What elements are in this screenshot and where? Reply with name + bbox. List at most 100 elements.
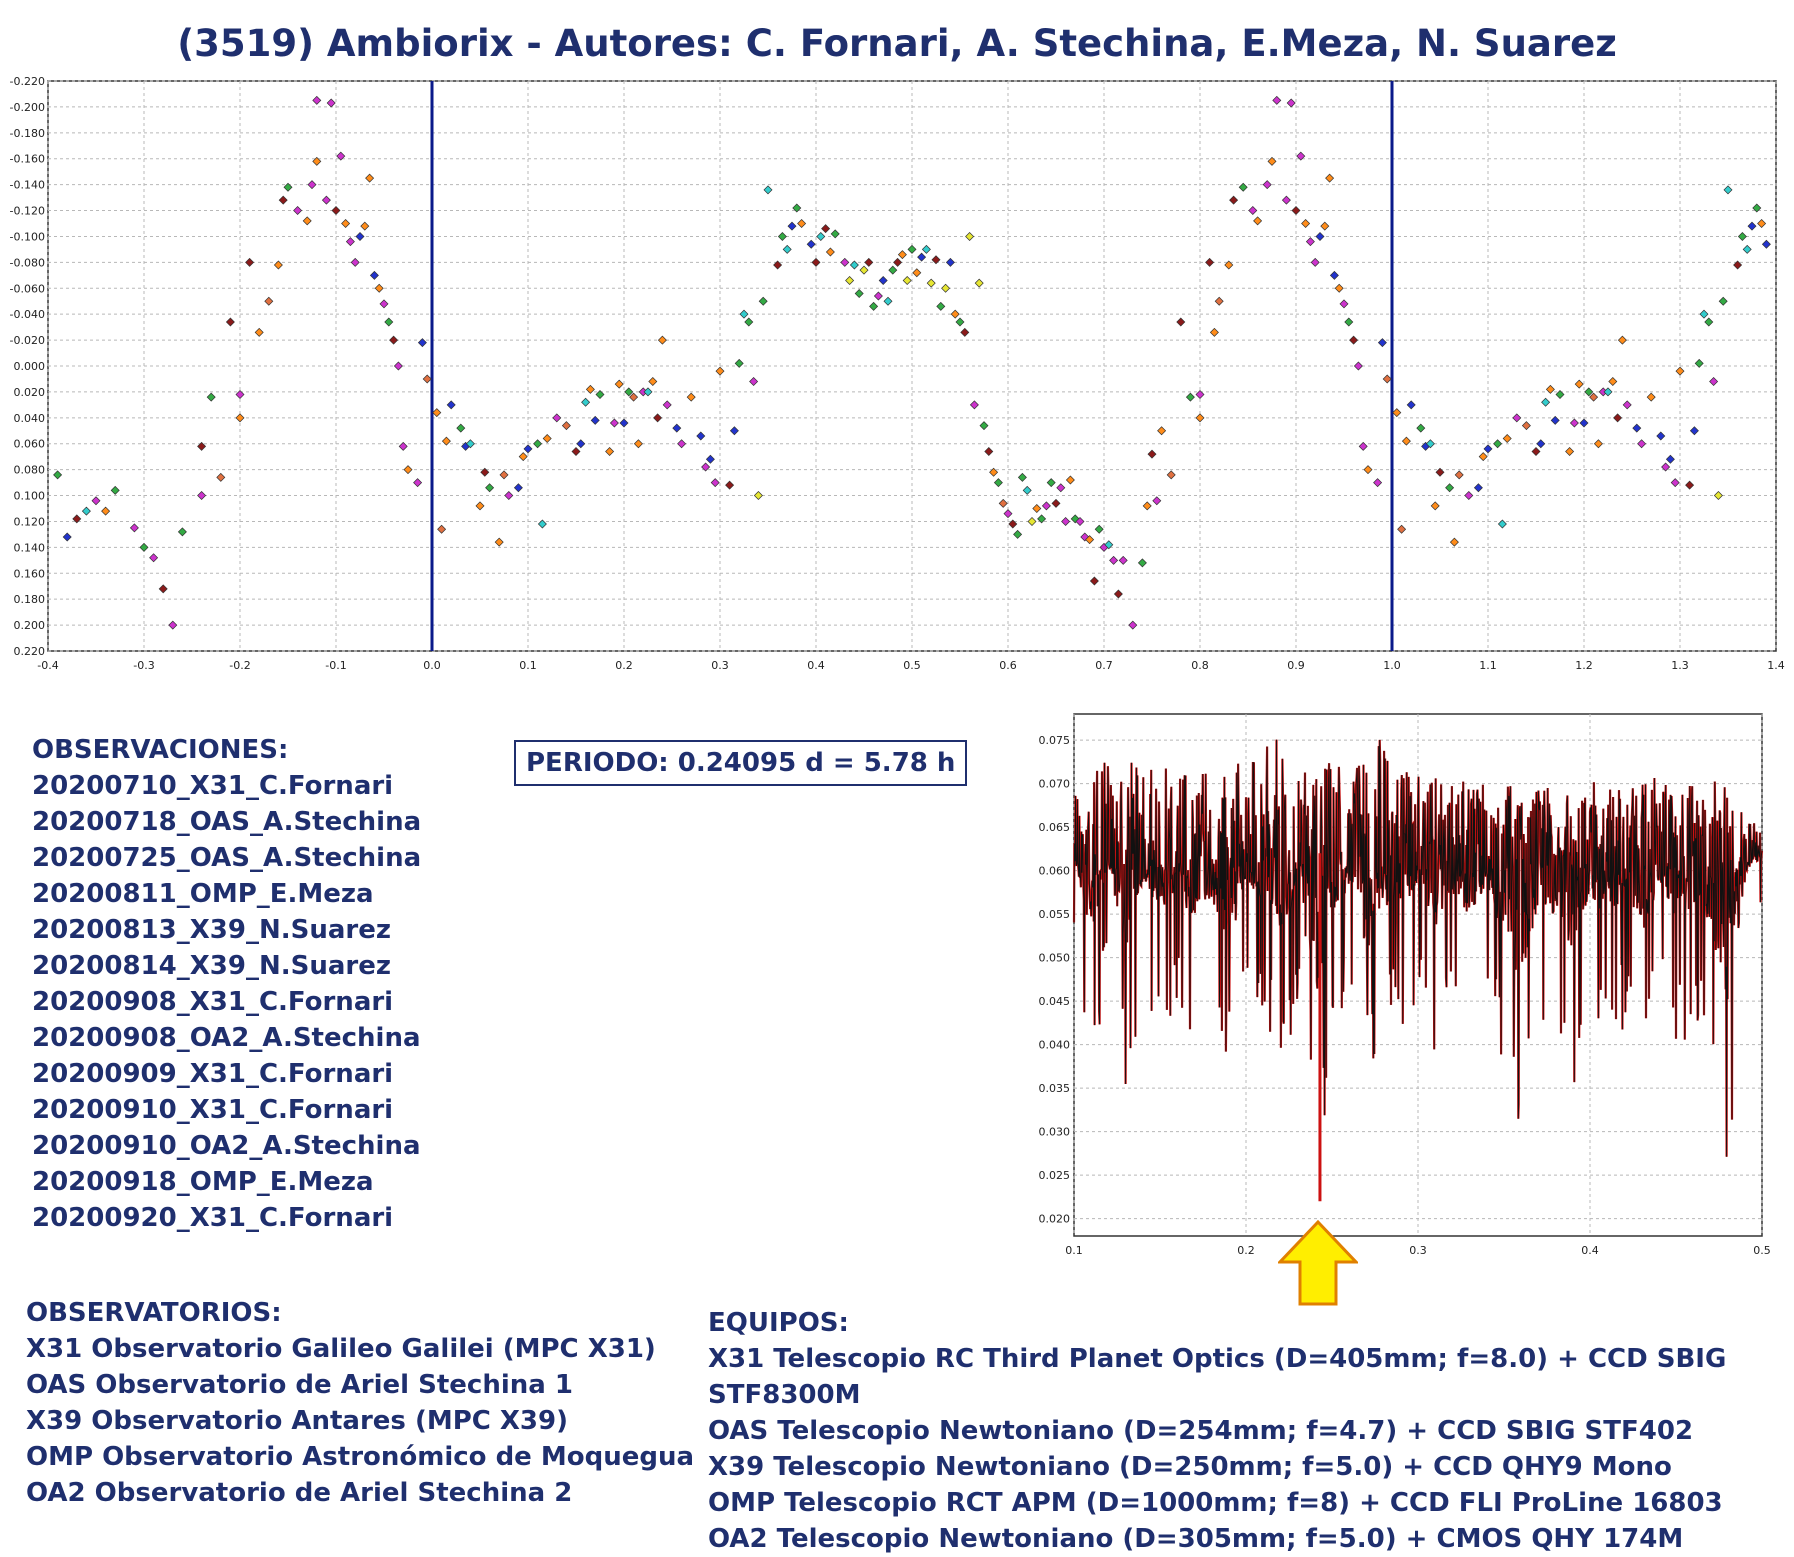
data-point bbox=[326, 98, 336, 108]
data-point bbox=[1022, 485, 1032, 495]
y-tick-label: -0.020 bbox=[10, 334, 45, 347]
equipment-list: EQUIPOS: X31 Telescopio RC Third Planet … bbox=[708, 1305, 1794, 1557]
x-tick-label: 0.1 bbox=[519, 659, 537, 672]
data-point bbox=[465, 439, 475, 449]
data-point bbox=[422, 374, 432, 384]
x-tick-label: 0.6 bbox=[999, 659, 1017, 672]
data-point bbox=[624, 387, 634, 397]
data-point bbox=[864, 257, 874, 267]
data-point bbox=[1545, 384, 1555, 394]
x-tick-label: 0.2 bbox=[1237, 1244, 1255, 1257]
y-tick-label: -0.080 bbox=[10, 256, 45, 269]
data-point bbox=[350, 257, 360, 267]
data-point bbox=[1478, 452, 1488, 462]
data-point bbox=[158, 584, 168, 594]
minimum-arrow-icon bbox=[1278, 1220, 1358, 1306]
data-point bbox=[1195, 390, 1205, 399]
data-point bbox=[432, 408, 442, 418]
observation-item: 20200908_X31_C.Fornari bbox=[32, 987, 394, 1017]
data-point bbox=[1613, 413, 1623, 423]
data-point bbox=[1555, 390, 1565, 399]
x-tick-label: 1.2 bbox=[1575, 659, 1593, 672]
data-point bbox=[950, 309, 960, 319]
data-point bbox=[701, 462, 711, 472]
data-point bbox=[1685, 480, 1695, 490]
observatory-item: OA2 Observatorio de Ariel Stechina 2 bbox=[26, 1478, 573, 1508]
data-point bbox=[1401, 436, 1411, 446]
observatory-item: X31 Observatorio Galileo Galilei (MPC X3… bbox=[26, 1334, 656, 1364]
data-point bbox=[1329, 270, 1339, 280]
data-point bbox=[811, 257, 821, 267]
data-point bbox=[936, 301, 946, 311]
x-tick-label: 0.5 bbox=[1753, 1244, 1770, 1257]
observations-heading: OBSERVACIONES: bbox=[32, 735, 289, 765]
y-tick-label: 0.050 bbox=[1039, 952, 1071, 965]
data-point bbox=[960, 327, 970, 337]
data-point bbox=[537, 519, 547, 529]
data-point bbox=[969, 400, 979, 410]
data-point bbox=[1320, 221, 1330, 231]
data-point bbox=[1147, 449, 1157, 459]
data-point bbox=[1382, 374, 1392, 384]
observation-item: 20200710_X31_C.Fornari bbox=[32, 771, 394, 801]
observation-item: 20200918_OMP_E.Meza bbox=[32, 1167, 374, 1197]
observation-item: 20200910_OA2_A.Stechina bbox=[32, 1131, 421, 1161]
data-point bbox=[758, 296, 768, 306]
data-point bbox=[653, 413, 663, 423]
data-point bbox=[398, 441, 408, 451]
y-tick-label: 0.065 bbox=[1039, 821, 1071, 834]
data-point bbox=[379, 299, 389, 309]
data-point bbox=[1473, 483, 1483, 493]
x-tick-label: 0.8 bbox=[1191, 659, 1209, 672]
data-point bbox=[888, 265, 898, 275]
data-point bbox=[1646, 392, 1656, 402]
data-point bbox=[369, 270, 379, 280]
data-point bbox=[1339, 299, 1349, 309]
data-point bbox=[854, 288, 864, 298]
data-point bbox=[1665, 454, 1675, 464]
data-point bbox=[389, 335, 399, 345]
x-tick-label: 0.1 bbox=[1065, 1244, 1083, 1257]
data-point bbox=[1176, 317, 1186, 327]
data-point bbox=[1214, 296, 1224, 306]
data-point bbox=[1761, 239, 1771, 249]
data-point bbox=[177, 527, 187, 537]
data-point bbox=[235, 390, 245, 399]
y-tick-label: 0.100 bbox=[14, 490, 46, 503]
data-point bbox=[278, 195, 288, 205]
data-point bbox=[1670, 478, 1680, 488]
data-point bbox=[1449, 537, 1459, 547]
data-point bbox=[62, 532, 72, 542]
observatories-heading: OBSERVATORIOS: bbox=[26, 1298, 282, 1328]
data-point bbox=[245, 257, 255, 267]
data-point bbox=[893, 257, 903, 267]
data-point bbox=[1617, 335, 1627, 345]
x-tick-label: 0.0 bbox=[423, 659, 441, 672]
data-point bbox=[374, 283, 384, 293]
data-point bbox=[1296, 151, 1306, 161]
data-point bbox=[1737, 231, 1747, 241]
data-point bbox=[1622, 400, 1632, 410]
y-tick-label: 0.020 bbox=[14, 386, 46, 399]
data-point bbox=[965, 231, 975, 241]
data-point bbox=[139, 542, 149, 552]
data-point bbox=[331, 206, 341, 216]
observation-item: 20200814_X39_N.Suarez bbox=[32, 951, 391, 981]
period-box: PERIODO: 0.24095 d = 5.78 h bbox=[514, 740, 968, 786]
equipment-item: X31 Telescopio RC Third Planet Optics (D… bbox=[708, 1344, 1727, 1410]
data-point bbox=[619, 418, 629, 428]
data-point bbox=[1272, 95, 1282, 105]
x-tick-label: 0.3 bbox=[711, 659, 729, 672]
data-point bbox=[1032, 504, 1042, 513]
data-point bbox=[1301, 219, 1311, 228]
observation-item: 20200725_OAS_A.Stechina bbox=[32, 843, 422, 873]
equipment-item: OA2 Telescopio Newtoniano (D=305mm; f=5.… bbox=[708, 1524, 1684, 1554]
equipment-item: X39 Telescopio Newtoniano (D=250mm; f=5.… bbox=[708, 1452, 1672, 1482]
data-point bbox=[1497, 519, 1507, 529]
y-tick-label: 0.000 bbox=[14, 360, 46, 373]
data-point bbox=[979, 421, 989, 431]
data-point bbox=[1017, 472, 1027, 482]
data-point bbox=[1262, 180, 1272, 190]
data-point bbox=[1281, 195, 1291, 205]
y-tick-label: 0.180 bbox=[14, 593, 46, 606]
